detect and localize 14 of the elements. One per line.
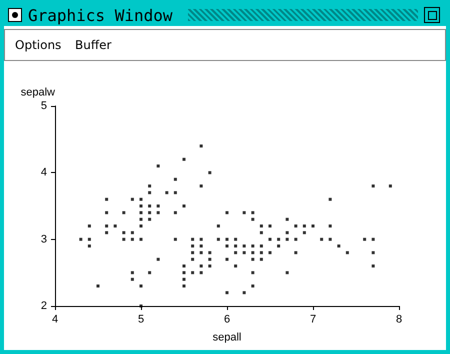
y-axis-title: sepalw: [20, 86, 56, 98]
text: Buffer: [75, 38, 112, 52]
x-tick-label: 8: [396, 314, 402, 326]
text: Options: [15, 38, 62, 52]
y-tick-label: 3: [40, 233, 47, 246]
y-tick-label: 5: [40, 100, 47, 112]
y-tick-label: 4: [40, 166, 47, 179]
x-tick-label: 5: [138, 314, 144, 326]
text: Graphics Window: [28, 6, 172, 25]
x-axis-title: sepall: [212, 332, 242, 344]
y-tick-label: 2: [40, 300, 47, 312]
x-tick-label: 4: [52, 314, 58, 326]
x-tick-label: 6: [224, 314, 230, 326]
x-tick-label: 7: [310, 314, 316, 326]
